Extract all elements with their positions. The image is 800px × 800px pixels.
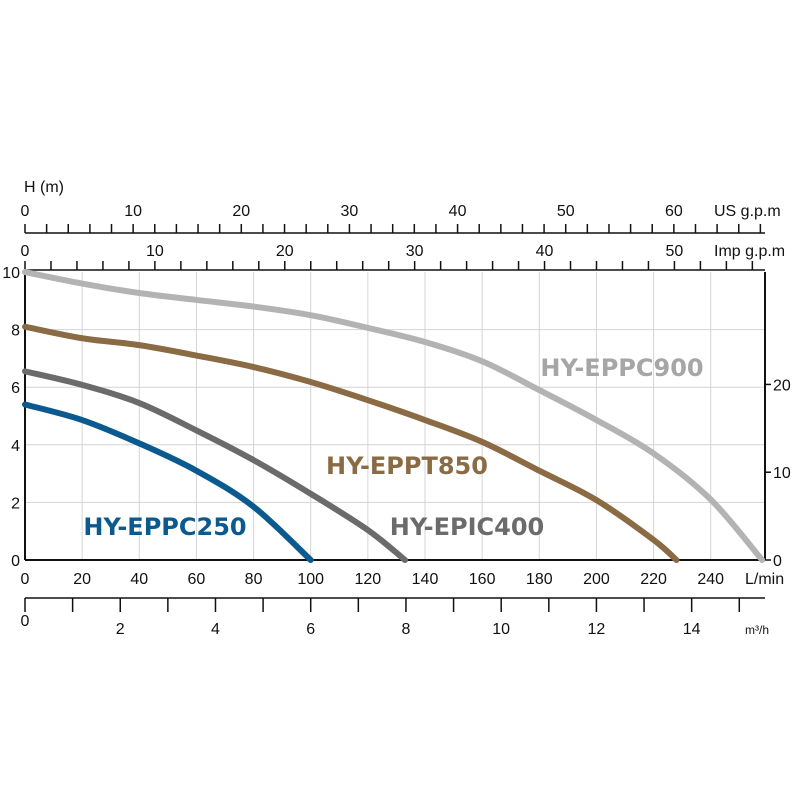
labels: HY-EPPC250 HY-EPIC400 HY-EPPT850 HY-EPPC900 — [83, 354, 703, 541]
imp-gpm-tick-label: 10 — [146, 243, 164, 260]
us-gpm-tick-label: 40 — [449, 203, 467, 220]
us-gpm-tick-label: 50 — [557, 203, 575, 220]
us-gpm-tick-label: 10 — [124, 203, 142, 220]
curves — [22, 269, 766, 563]
imp-gpm-tick-label: 0 — [21, 243, 30, 260]
us-gpm-axis-label: US g.p.m — [714, 203, 781, 220]
ft-tick-label: 10 — [773, 465, 791, 482]
y-tick-label: 2 — [11, 495, 20, 512]
series-label-hy-epic400: HY-EPIC400 — [390, 513, 545, 541]
us-gpm-tick-label: 60 — [665, 203, 683, 220]
x-tick-label: 20 — [73, 571, 91, 588]
us-gpm-tick-label: 30 — [341, 203, 359, 220]
x-tick-label: 180 — [526, 571, 553, 588]
imp-gpm-tick-label: 30 — [406, 243, 424, 260]
y-tick-label: 10 — [2, 265, 20, 282]
imp-gpm-tick-label: 50 — [666, 243, 684, 260]
y-tick-label: 4 — [11, 438, 20, 455]
series-label-hy-eppc250: HY-EPPC250 — [83, 513, 246, 541]
m3h-tick-label: 6 — [306, 621, 315, 638]
axes: 0 20 40 60 80 100 120 140 160 180 200 220 2400246810… — [2, 203, 791, 638]
curve-hy-eppc250 — [22, 401, 314, 563]
m3h-tick-label: 12 — [588, 621, 606, 638]
imp-gpm-axis-label: Imp g.p.m — [714, 243, 785, 260]
m3h-tick-label: 8 — [401, 621, 410, 638]
m3h-tick-label: 10 — [492, 621, 510, 638]
imp-gpm-tick-label: 40 — [536, 243, 554, 260]
y-axis-title: H (m) — [24, 179, 64, 196]
x-tick-label: 80 — [245, 571, 263, 588]
y-tick-label: 0 — [11, 553, 20, 570]
curve-hy-eppc900 — [22, 269, 766, 563]
x-tick-label: 240 — [697, 571, 724, 588]
m3h-tick-label: 0 — [21, 613, 30, 630]
y-tick-label: 6 — [11, 380, 20, 397]
m3h-tick-label: 2 — [116, 621, 125, 638]
curve-hy-eppt850 — [22, 323, 680, 563]
m3h-axis-label: m³/h — [745, 623, 769, 637]
curve-hy-epic400 — [22, 368, 408, 563]
us-gpm-tick-label: 20 — [232, 203, 250, 220]
x-axis-title: L/min — [745, 571, 784, 588]
imp-gpm-tick-label: 20 — [276, 243, 294, 260]
x-tick-label: 200 — [583, 571, 610, 588]
x-tick-label: 40 — [130, 571, 148, 588]
y-tick-label: 8 — [11, 323, 20, 340]
m3h-tick-label: 14 — [683, 621, 701, 638]
x-tick-label: 0 — [21, 571, 30, 588]
x-tick-label: 220 — [640, 571, 667, 588]
series-label-hy-eppc900: HY-EPPC900 — [540, 354, 703, 382]
m3h-tick-label: 4 — [211, 621, 220, 638]
series-label-hy-eppt850: HY-EPPT850 — [326, 452, 488, 480]
us-gpm-tick-label: 0 — [21, 203, 30, 220]
x-tick-label: 60 — [188, 571, 206, 588]
x-tick-label: 100 — [297, 571, 324, 588]
x-tick-label: 160 — [469, 571, 496, 588]
ft-tick-label: 20 — [773, 377, 791, 394]
x-tick-label: 140 — [412, 571, 439, 588]
x-tick-label: 120 — [355, 571, 382, 588]
ft-tick-label: 0 — [773, 553, 782, 570]
